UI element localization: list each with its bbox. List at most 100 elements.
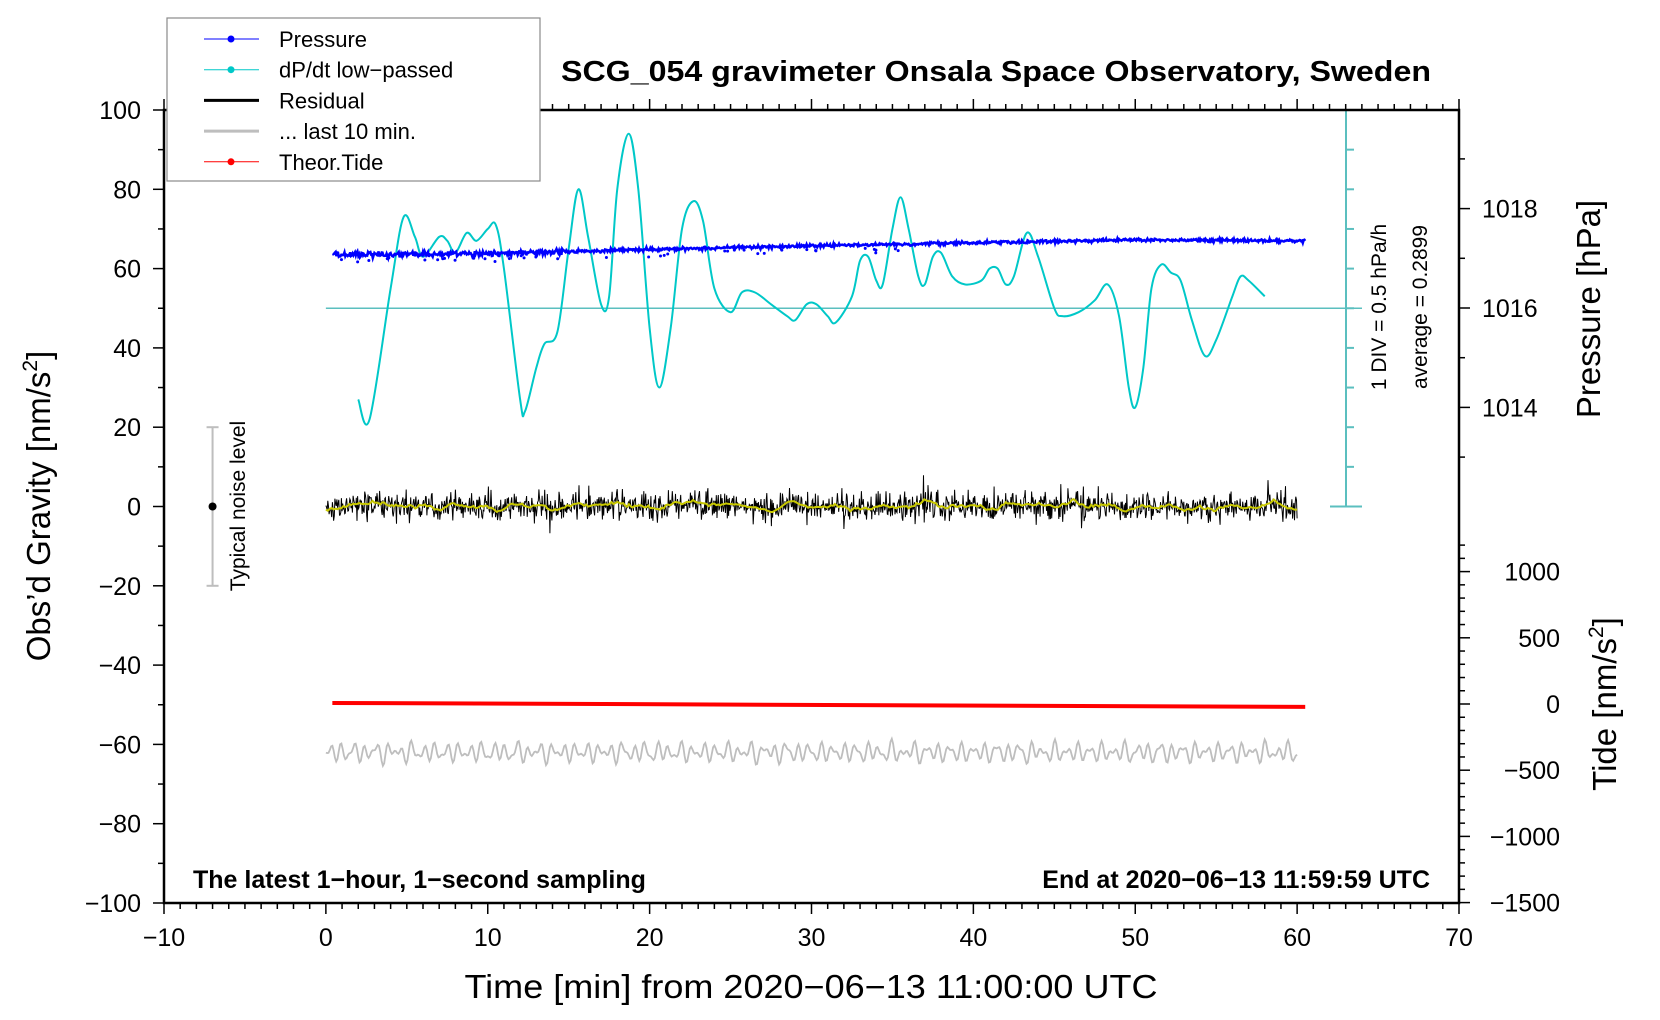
pressure-outlier-point bbox=[893, 247, 897, 251]
pressure-outlier-point bbox=[522, 256, 526, 260]
x-tick-label: 0 bbox=[319, 924, 333, 952]
residual-series-line bbox=[325, 475, 1298, 534]
pressure-outlier-point bbox=[896, 249, 900, 253]
last-10-min-series-line bbox=[325, 736, 1298, 769]
tide-axis-label-close: ] bbox=[1586, 617, 1623, 626]
y-tick-label: 0 bbox=[127, 494, 141, 522]
legend: Pressure dP/dt low−passed Residual ... last… bbox=[166, 17, 541, 182]
pressure-outlier-point bbox=[863, 246, 867, 250]
legend-item-label: dP/dt low−passed bbox=[279, 58, 453, 83]
y-tick-label: 20 bbox=[113, 414, 141, 442]
legend-item-label: Theor.Tide bbox=[279, 150, 383, 175]
legend-item-label: ... last 10 min. bbox=[279, 119, 416, 144]
tide-tick-label: −500 bbox=[1504, 757, 1560, 785]
y-axis-label: Obs’d Gravity [nm/s2] bbox=[19, 351, 57, 662]
noise-level-label: Typical noise level bbox=[227, 421, 250, 591]
pressure-axis-label: Pressure [hPa] bbox=[1570, 200, 1607, 418]
tide-axis-label-main: Tide [nm/s bbox=[1586, 638, 1623, 791]
pressure-outlier-point bbox=[659, 254, 663, 258]
tide-tick-label: 500 bbox=[1518, 625, 1560, 653]
legend-swatch-marker bbox=[227, 35, 235, 43]
y-tick-label: −80 bbox=[99, 811, 141, 839]
y-axis-label-close: ] bbox=[20, 351, 57, 360]
pressure-outlier-point bbox=[483, 257, 487, 261]
pressure-outlier-point bbox=[604, 255, 608, 259]
x-tick-label: 10 bbox=[474, 924, 502, 952]
pressure-outlier-point bbox=[726, 249, 730, 253]
tide-series-line bbox=[332, 700, 1306, 709]
pressure-outlier-point bbox=[453, 258, 457, 262]
legend-item: ... last 10 min. bbox=[204, 119, 416, 144]
pressure-outlier-point bbox=[472, 256, 476, 260]
tide-tick-label: −1500 bbox=[1490, 890, 1560, 918]
tide-tick-label: 1000 bbox=[1504, 559, 1560, 587]
pressure-outlier-point bbox=[723, 249, 727, 253]
y-tick-label: −100 bbox=[85, 890, 141, 918]
y-tick-label: −60 bbox=[99, 731, 141, 759]
x-tick-label: 60 bbox=[1283, 924, 1311, 952]
pressure-outlier-point bbox=[387, 256, 391, 260]
y-tick-label: 80 bbox=[113, 176, 141, 204]
x-tick-label: 70 bbox=[1445, 924, 1473, 952]
pressure-outlier-point bbox=[367, 258, 371, 262]
noise-errorbar-center bbox=[208, 502, 217, 511]
pressure-tick-label: 1014 bbox=[1482, 394, 1538, 422]
legend-item-label: Pressure bbox=[279, 27, 367, 52]
pressure-outlier-point bbox=[780, 248, 784, 252]
tide-axis-label: Tide [nm/s2] bbox=[1585, 617, 1623, 791]
pressure-outlier-point bbox=[814, 248, 818, 252]
pressure-outlier-point bbox=[493, 259, 497, 263]
y-tick-label: −40 bbox=[99, 652, 141, 680]
bottom-left-annotation: The latest 1−hour, 1−second sampling bbox=[193, 866, 646, 894]
legend-item: Pressure bbox=[204, 27, 367, 52]
x-axis-label: Time [min] from 2020−06−13 11:00:00 UTC bbox=[465, 968, 1158, 1005]
pressure-outlier-point bbox=[805, 248, 809, 252]
pressure-outlier-point bbox=[356, 260, 360, 264]
pressure-tick-label: 1018 bbox=[1482, 196, 1538, 224]
residual-smoothed-line bbox=[325, 498, 1298, 514]
pressure-outlier-point bbox=[507, 257, 511, 261]
pressure-outlier-point bbox=[436, 258, 440, 262]
pressure-outlier-point bbox=[339, 258, 343, 262]
pressure-tick-label: 1016 bbox=[1482, 295, 1538, 323]
y-tick-label: 40 bbox=[113, 335, 141, 363]
bottom-right-annotation: End at 2020−06−13 11:59:59 UTC bbox=[1042, 866, 1430, 894]
legend-items: Pressure dP/dt low−passed Residual ... last… bbox=[204, 27, 453, 175]
x-tick-label: 40 bbox=[959, 924, 987, 952]
legend-item-label: Residual bbox=[279, 88, 365, 113]
pressure-outlier-point bbox=[756, 252, 760, 256]
pressure-outlier-point bbox=[423, 258, 427, 262]
legend-swatch-marker bbox=[227, 158, 235, 166]
legend-item: dP/dt low−passed bbox=[204, 58, 453, 83]
tide-tick-label: 0 bbox=[1546, 691, 1560, 719]
pressure-outlier-point bbox=[742, 248, 746, 252]
pressure-outlier-point bbox=[519, 254, 523, 258]
pressure-outlier-point bbox=[556, 257, 560, 261]
legend-item: Residual bbox=[204, 88, 365, 113]
tide-axis-label-sup: 2 bbox=[1585, 626, 1608, 638]
pressure-series-line bbox=[331, 234, 1307, 263]
average-label: average = 0.2899 bbox=[1409, 225, 1432, 389]
pressure-outlier-point bbox=[443, 256, 447, 260]
x-tick-label: −10 bbox=[143, 924, 185, 952]
pressure-outlier-point bbox=[872, 247, 876, 251]
dpdt-series-line bbox=[357, 132, 1266, 426]
x-tick-label: 50 bbox=[1121, 924, 1149, 952]
y-tick-label: 60 bbox=[113, 256, 141, 284]
y-axis-label-sup: 2 bbox=[19, 360, 42, 372]
legend-item: Theor.Tide bbox=[204, 150, 383, 175]
pressure-outlier-point bbox=[647, 255, 651, 259]
pressure-outlier-point bbox=[732, 248, 736, 252]
y-tick-label: −20 bbox=[99, 573, 141, 601]
tide-tick-label: −1000 bbox=[1490, 823, 1560, 851]
x-tick-label: 30 bbox=[798, 924, 826, 952]
series-layer bbox=[206, 132, 1362, 769]
div-scale-label: 1 DIV = 0.5 hPa/h bbox=[1368, 224, 1391, 390]
axes-layer: −10 0 10 20 30 40 50 60 70−100−80−60−40−20020406… bbox=[85, 97, 1560, 952]
chart-title: SCG_054 gravimeter Onsala Space Observat… bbox=[561, 56, 1431, 88]
y-tick-label: 100 bbox=[99, 97, 141, 125]
pressure-outlier-point bbox=[534, 255, 538, 259]
y-axis-label-main: Obs’d Gravity [nm/s bbox=[20, 372, 57, 662]
legend-swatch-marker bbox=[227, 66, 235, 74]
